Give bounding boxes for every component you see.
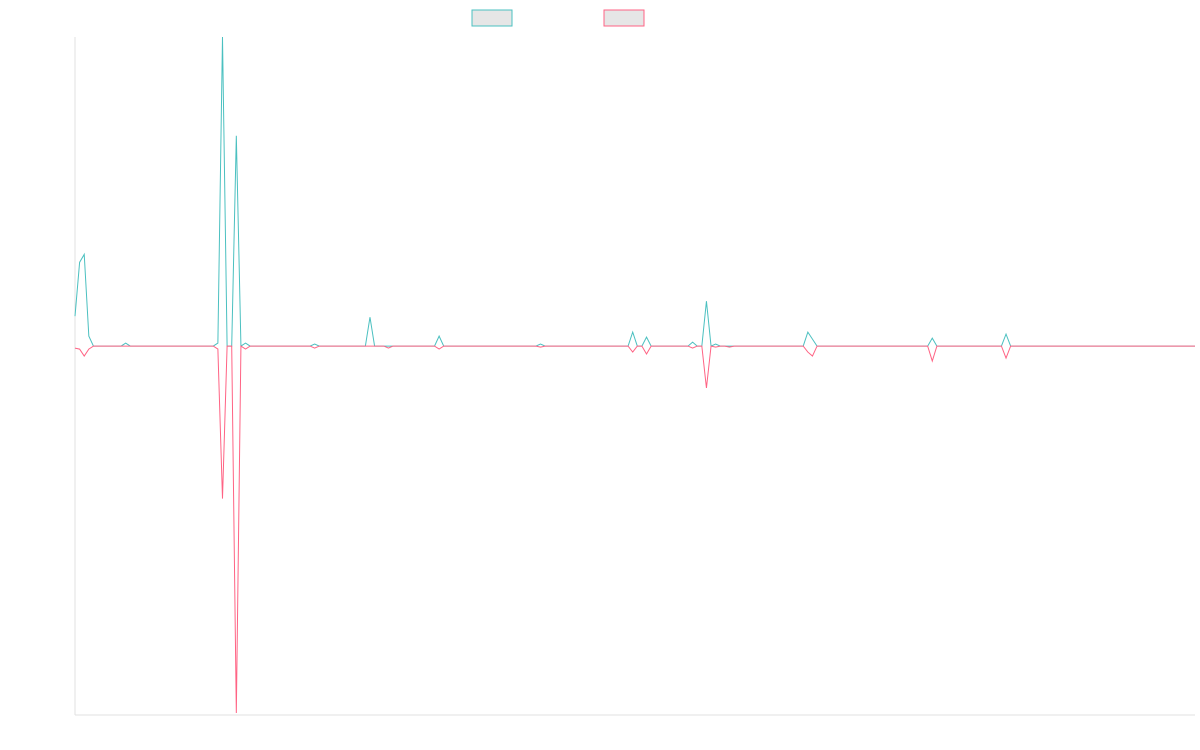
legend-swatch <box>471 9 513 27</box>
series-line <box>74 345 1195 714</box>
series-line <box>74 36 1195 347</box>
legend-swatch <box>603 9 645 27</box>
